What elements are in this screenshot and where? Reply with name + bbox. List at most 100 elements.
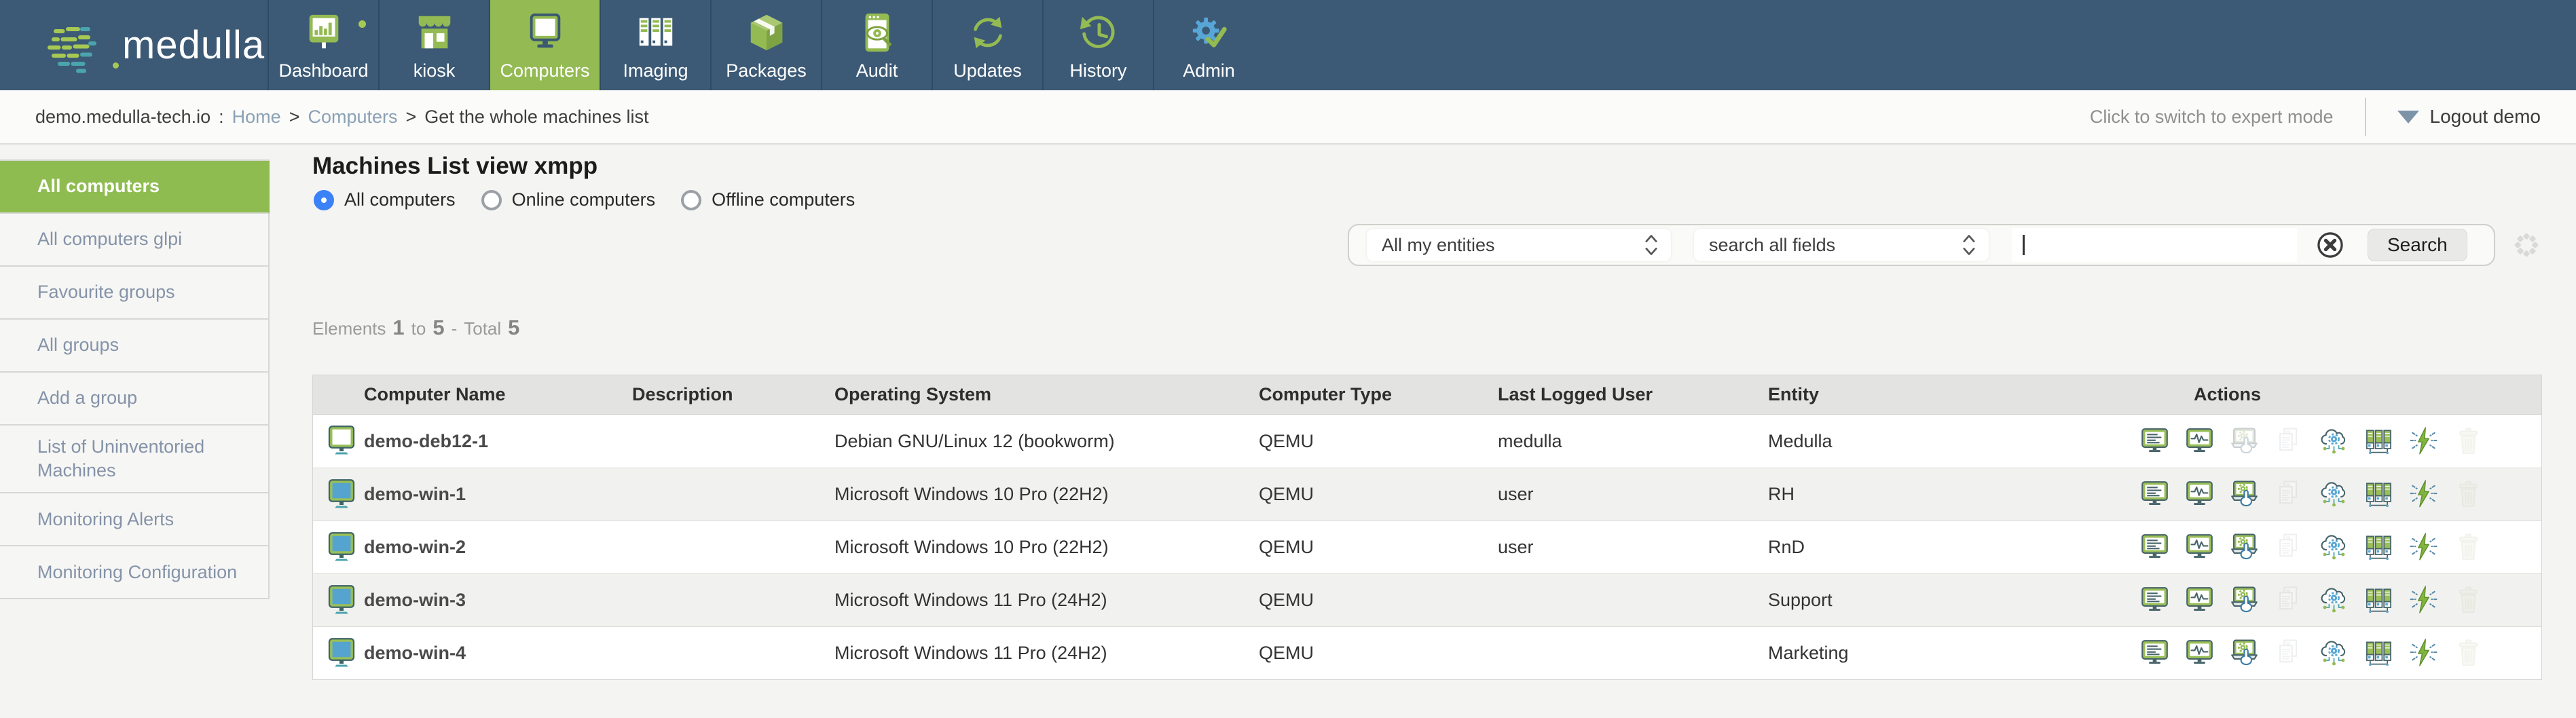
entity-cell: Support	[1768, 590, 1833, 610]
imaging-rack-icon[interactable]	[2363, 426, 2394, 457]
operating-system-cell: Debian GNU/Linux 12 (bookworm)	[834, 430, 1115, 451]
history-icon	[1078, 12, 1120, 54]
settings-gear-icon[interactable]	[2510, 229, 2543, 261]
sidebar-item-all-groups[interactable]: All groups	[0, 320, 270, 373]
computer-type-cell: QEMU	[1259, 484, 1314, 504]
cloud-services-icon[interactable]	[2319, 585, 2349, 616]
table-row[interactable]: demo-win-1 Microsoft Windows 10 Pro (22H…	[313, 468, 2541, 521]
delete-icon	[2453, 638, 2484, 668]
monitor-status-icon[interactable]	[2184, 638, 2215, 668]
search-filter-bar: All my entities search all fields Search	[1348, 224, 2495, 266]
remote-control-icon[interactable]	[2229, 638, 2260, 668]
col-computer-name: Computer Name	[364, 384, 506, 404]
computer-type-cell: QEMU	[1259, 643, 1314, 663]
kiosk-icon	[413, 12, 456, 54]
nav-item-history[interactable]: History	[1042, 0, 1153, 90]
computer-name-cell: demo-win-2	[364, 537, 466, 557]
radio-online-computers[interactable]: Online computers	[481, 189, 655, 210]
delete-icon	[2453, 585, 2484, 616]
computers-icon	[524, 12, 566, 54]
remote-control-icon[interactable]	[2229, 585, 2260, 616]
divider	[2364, 98, 2366, 136]
quick-action-icon[interactable]	[2408, 532, 2439, 563]
computer-inventory-icon[interactable]	[2139, 638, 2170, 668]
entity-cell: RnD	[1768, 537, 1805, 557]
nav-item-dashboard[interactable]: Dashboard	[268, 0, 378, 90]
quick-action-icon[interactable]	[2408, 585, 2439, 616]
cloud-services-icon[interactable]	[2319, 532, 2349, 563]
monitor-status-icon[interactable]	[2184, 426, 2215, 457]
search-field-select[interactable]: search all fields	[1694, 229, 1989, 261]
actions-cell	[2139, 426, 2541, 457]
nav-item-imaging[interactable]: Imaging	[600, 0, 710, 90]
radio-offline-computers[interactable]: Offline computers	[681, 189, 855, 210]
audit-icon	[856, 12, 898, 54]
sidebar-item-favourite-groups[interactable]: Favourite groups	[0, 267, 270, 320]
logout-dropdown-icon[interactable]	[2397, 110, 2419, 124]
search-button[interactable]: Search	[2368, 229, 2467, 261]
remote-control-icon[interactable]	[2229, 532, 2260, 563]
linux-machine-icon	[325, 425, 358, 457]
table-body: demo-deb12-1 Debian GNU/Linux 12 (bookwo…	[313, 415, 2541, 679]
breadcrumb-current: Get the whole machines list	[424, 106, 649, 127]
monitor-status-icon[interactable]	[2184, 532, 2215, 563]
imaging-rack-icon[interactable]	[2363, 638, 2394, 668]
elements-summary: Elements 1 to 5 - Total 5	[312, 316, 520, 339]
cloud-services-icon[interactable]	[2319, 638, 2349, 668]
entity-cell: Medulla	[1768, 430, 1833, 451]
windows-machine-icon	[325, 531, 358, 564]
radio-all-computers[interactable]: All computers	[314, 189, 456, 210]
search-input[interactable]	[2012, 228, 2297, 262]
logout-link[interactable]: Logout demo	[2429, 106, 2541, 127]
nav-item-packages[interactable]: Packages	[710, 0, 821, 90]
delete-icon	[2453, 532, 2484, 563]
medulla-logo[interactable]: medulla	[0, 0, 366, 90]
table-row[interactable]: demo-deb12-1 Debian GNU/Linux 12 (bookwo…	[313, 415, 2541, 468]
table-row[interactable]: demo-win-3 Microsoft Windows 11 Pro (24H…	[313, 573, 2541, 626]
sidebar-item-all-computers[interactable]: All computers	[0, 161, 270, 214]
sidebar-item-uninventoried-machines[interactable]: List of Uninventoried Machines	[0, 426, 270, 494]
nav-item-audit[interactable]: Audit	[821, 0, 932, 90]
col-computer-type: Computer Type	[1259, 384, 1393, 404]
sidebar-item-all-computers-glpi[interactable]: All computers glpi	[0, 214, 270, 267]
sidebar-item-monitoring-configuration[interactable]: Monitoring Configuration	[0, 546, 270, 600]
table-row[interactable]: demo-win-4 Microsoft Windows 11 Pro (24H…	[313, 626, 2541, 679]
computer-inventory-icon[interactable]	[2139, 426, 2170, 457]
nav-item-updates[interactable]: Updates	[932, 0, 1042, 90]
imaging-rack-icon[interactable]	[2363, 479, 2394, 510]
entity-select[interactable]: All my entities	[1367, 229, 1671, 261]
monitor-status-icon[interactable]	[2184, 479, 2215, 510]
breadcrumb-home-link[interactable]: Home	[232, 106, 281, 127]
packages-icon	[746, 12, 788, 54]
expert-mode-link[interactable]: Click to switch to expert mode	[2089, 106, 2334, 127]
quick-action-icon[interactable]	[2408, 426, 2439, 457]
cloud-services-icon[interactable]	[2319, 426, 2349, 457]
remote-control-icon[interactable]	[2229, 479, 2260, 510]
quick-action-icon[interactable]	[2408, 479, 2439, 510]
col-actions: Actions	[2194, 384, 2262, 404]
breadcrumb-computers-link[interactable]: Computers	[308, 106, 398, 127]
sidebar-item-monitoring-alerts[interactable]: Monitoring Alerts	[0, 493, 270, 547]
sidebar-item-add-a-group[interactable]: Add a group	[0, 373, 270, 426]
remote-control-icon	[2229, 426, 2260, 457]
windows-machine-icon	[325, 584, 358, 617]
computer-inventory-icon[interactable]	[2139, 479, 2170, 510]
imaging-rack-icon[interactable]	[2363, 532, 2394, 563]
computer-name-cell: demo-win-1	[364, 484, 466, 504]
clear-search-icon[interactable]	[2316, 231, 2344, 259]
operating-system-cell: Microsoft Windows 10 Pro (22H2)	[834, 537, 1109, 557]
table-row[interactable]: demo-win-2 Microsoft Windows 10 Pro (22H…	[313, 521, 2541, 573]
nav-item-computers[interactable]: Computers	[489, 0, 600, 90]
cloud-services-icon[interactable]	[2319, 479, 2349, 510]
monitor-status-icon[interactable]	[2184, 585, 2215, 616]
computer-name-cell: demo-deb12-1	[364, 430, 489, 451]
entity-cell: Marketing	[1768, 643, 1849, 663]
operating-system-cell: Microsoft Windows 11 Pro (24H2)	[834, 590, 1107, 610]
nav-item-kiosk[interactable]: kiosk	[378, 0, 489, 90]
computer-inventory-icon[interactable]	[2139, 532, 2170, 563]
table-header: Computer Name Description Operating Syst…	[313, 375, 2541, 415]
nav-item-admin[interactable]: Admin	[1153, 0, 1264, 90]
computer-inventory-icon[interactable]	[2139, 585, 2170, 616]
quick-action-icon[interactable]	[2408, 638, 2439, 668]
imaging-rack-icon[interactable]	[2363, 585, 2394, 616]
